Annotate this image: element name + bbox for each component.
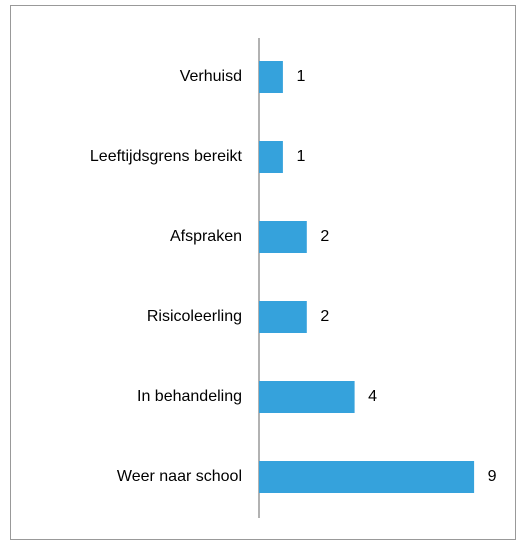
bar	[259, 141, 283, 173]
y-tick-label: Risicoleerling	[147, 308, 242, 325]
value-label: 4	[368, 388, 377, 405]
value-label: 9	[488, 468, 497, 485]
value-label: 2	[320, 308, 329, 325]
bar	[259, 301, 307, 333]
value-label: 1	[296, 68, 305, 85]
value-label: 1	[296, 148, 305, 165]
bar	[259, 461, 475, 493]
bar	[259, 61, 283, 93]
y-tick-label: Weer naar school	[117, 468, 242, 485]
value-label: 2	[320, 228, 329, 245]
chart-frame	[10, 5, 516, 540]
y-tick-label: In behandeling	[137, 388, 242, 405]
y-tick-label: Leeftijdsgrens bereikt	[90, 148, 243, 165]
bar	[259, 221, 307, 253]
bar	[259, 381, 355, 413]
y-tick-label: Verhuisd	[180, 68, 242, 85]
y-tick-label: Afspraken	[170, 228, 242, 245]
